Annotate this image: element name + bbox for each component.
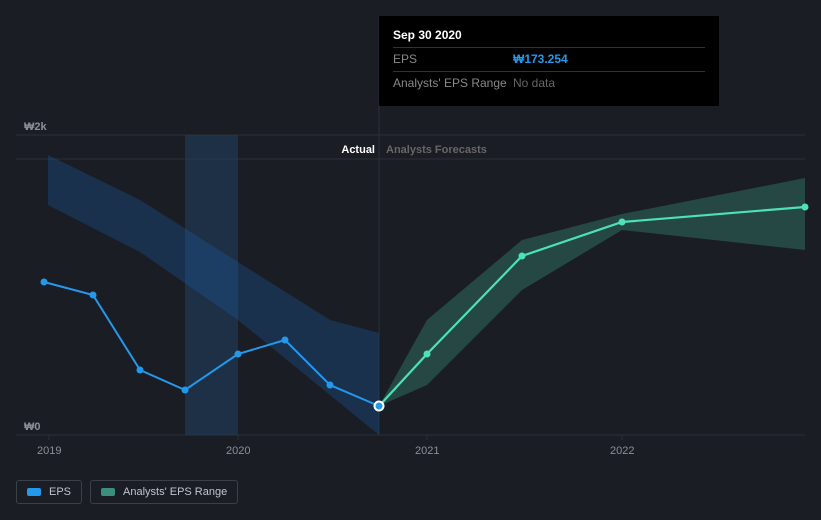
- section-label-actual: Actual: [341, 144, 375, 156]
- tooltip-label-eps: EPS: [393, 50, 513, 69]
- legend-label-range: Analysts' EPS Range: [123, 486, 227, 498]
- y-axis-label-2k: ₩2k: [24, 121, 47, 133]
- chart-tooltip: Sep 30 2020 EPS ₩173.254 Analysts' EPS R…: [379, 16, 719, 106]
- y-axis-label-0: ₩0: [24, 421, 41, 433]
- legend-item-range[interactable]: Analysts' EPS Range: [90, 480, 238, 504]
- legend-item-eps[interactable]: EPS: [16, 480, 82, 504]
- tooltip-value-range: No data: [513, 74, 555, 93]
- tooltip-value-eps: ₩173.254: [513, 50, 568, 69]
- tooltip-date: Sep 30 2020: [393, 26, 705, 45]
- tooltip-row-eps: EPS ₩173.254: [393, 47, 705, 71]
- x-axis-label-2020: 2020: [226, 445, 250, 457]
- legend-swatch-range: [101, 488, 115, 496]
- x-axis-label-2019: 2019: [37, 445, 61, 457]
- chart-legend: EPS Analysts' EPS Range: [16, 480, 238, 504]
- x-axis-label-2021: 2021: [415, 445, 439, 457]
- section-label-forecast: Analysts Forecasts: [386, 144, 487, 156]
- eps-chart-container: ₩0 ₩2k Actual Analysts Forecasts 2019 20…: [0, 0, 821, 520]
- tooltip-row-range: Analysts' EPS Range No data: [393, 71, 705, 95]
- tooltip-label-range: Analysts' EPS Range: [393, 74, 513, 93]
- x-axis-label-2022: 2022: [610, 445, 634, 457]
- legend-label-eps: EPS: [49, 486, 71, 498]
- legend-swatch-eps: [27, 488, 41, 496]
